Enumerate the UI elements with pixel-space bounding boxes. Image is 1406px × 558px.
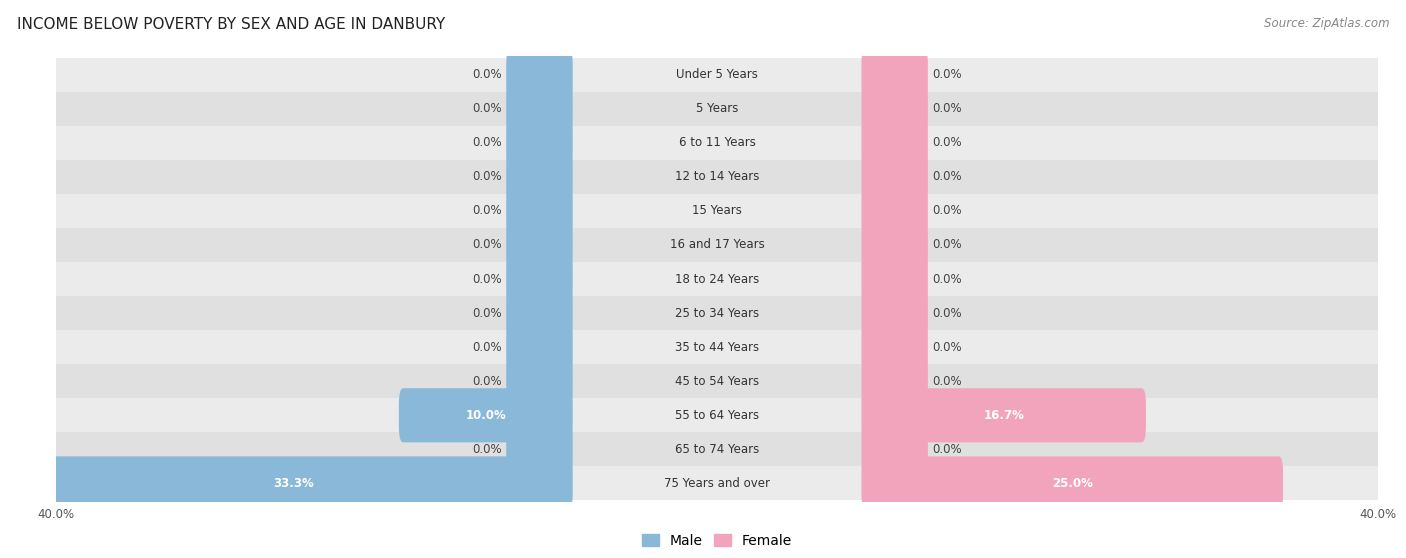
Text: 0.0%: 0.0% xyxy=(932,136,962,149)
FancyBboxPatch shape xyxy=(862,47,928,102)
FancyBboxPatch shape xyxy=(862,81,928,136)
FancyBboxPatch shape xyxy=(862,218,928,272)
Text: 0.0%: 0.0% xyxy=(932,306,962,320)
FancyBboxPatch shape xyxy=(862,354,928,408)
Text: 25.0%: 25.0% xyxy=(1052,477,1092,490)
Text: 16 and 17 Years: 16 and 17 Years xyxy=(669,238,765,252)
FancyBboxPatch shape xyxy=(506,422,572,477)
Text: 25 to 34 Years: 25 to 34 Years xyxy=(675,306,759,320)
FancyBboxPatch shape xyxy=(862,252,928,306)
Text: 65 to 74 Years: 65 to 74 Years xyxy=(675,443,759,456)
Text: 5 Years: 5 Years xyxy=(696,102,738,115)
Bar xyxy=(56,262,1378,296)
Text: 0.0%: 0.0% xyxy=(472,340,502,354)
Text: 0.0%: 0.0% xyxy=(932,340,962,354)
Text: 0.0%: 0.0% xyxy=(472,238,502,252)
FancyBboxPatch shape xyxy=(14,456,572,511)
FancyBboxPatch shape xyxy=(862,388,1146,442)
Bar xyxy=(56,296,1378,330)
Text: 0.0%: 0.0% xyxy=(932,238,962,252)
Text: 35 to 44 Years: 35 to 44 Years xyxy=(675,340,759,354)
Text: Source: ZipAtlas.com: Source: ZipAtlas.com xyxy=(1264,17,1389,30)
FancyBboxPatch shape xyxy=(862,286,928,340)
Text: 0.0%: 0.0% xyxy=(932,68,962,81)
Bar xyxy=(56,364,1378,398)
Text: 0.0%: 0.0% xyxy=(472,170,502,183)
FancyBboxPatch shape xyxy=(862,150,928,204)
FancyBboxPatch shape xyxy=(399,388,572,442)
Bar xyxy=(56,126,1378,160)
Text: 18 to 24 Years: 18 to 24 Years xyxy=(675,272,759,286)
Text: 0.0%: 0.0% xyxy=(472,102,502,115)
Text: 55 to 64 Years: 55 to 64 Years xyxy=(675,409,759,422)
Bar xyxy=(56,92,1378,126)
Bar xyxy=(56,432,1378,466)
FancyBboxPatch shape xyxy=(506,286,572,340)
FancyBboxPatch shape xyxy=(506,218,572,272)
Text: 0.0%: 0.0% xyxy=(932,375,962,388)
Text: 0.0%: 0.0% xyxy=(472,136,502,149)
FancyBboxPatch shape xyxy=(506,81,572,136)
FancyBboxPatch shape xyxy=(862,184,928,238)
Text: 12 to 14 Years: 12 to 14 Years xyxy=(675,170,759,183)
FancyBboxPatch shape xyxy=(506,150,572,204)
Text: 0.0%: 0.0% xyxy=(932,170,962,183)
FancyBboxPatch shape xyxy=(862,422,928,477)
Bar xyxy=(56,466,1378,501)
Bar xyxy=(56,228,1378,262)
Bar xyxy=(56,57,1378,92)
Text: 0.0%: 0.0% xyxy=(472,204,502,218)
Legend: Male, Female: Male, Female xyxy=(637,528,797,554)
Text: 33.3%: 33.3% xyxy=(273,477,314,490)
FancyBboxPatch shape xyxy=(862,116,928,170)
Text: 6 to 11 Years: 6 to 11 Years xyxy=(679,136,755,149)
FancyBboxPatch shape xyxy=(506,184,572,238)
Bar xyxy=(56,330,1378,364)
FancyBboxPatch shape xyxy=(862,320,928,374)
FancyBboxPatch shape xyxy=(506,47,572,102)
Text: INCOME BELOW POVERTY BY SEX AND AGE IN DANBURY: INCOME BELOW POVERTY BY SEX AND AGE IN D… xyxy=(17,17,446,32)
FancyBboxPatch shape xyxy=(862,456,1284,511)
Text: 75 Years and over: 75 Years and over xyxy=(664,477,770,490)
Text: 0.0%: 0.0% xyxy=(932,102,962,115)
Text: 0.0%: 0.0% xyxy=(932,443,962,456)
FancyBboxPatch shape xyxy=(506,116,572,170)
FancyBboxPatch shape xyxy=(506,354,572,408)
Text: 0.0%: 0.0% xyxy=(472,272,502,286)
Text: 0.0%: 0.0% xyxy=(472,375,502,388)
Text: 45 to 54 Years: 45 to 54 Years xyxy=(675,375,759,388)
Bar xyxy=(56,194,1378,228)
Text: 16.7%: 16.7% xyxy=(983,409,1024,422)
FancyBboxPatch shape xyxy=(506,320,572,374)
Text: 10.0%: 10.0% xyxy=(465,409,506,422)
Text: 0.0%: 0.0% xyxy=(472,443,502,456)
Text: 0.0%: 0.0% xyxy=(932,204,962,218)
Text: 0.0%: 0.0% xyxy=(472,306,502,320)
Text: 0.0%: 0.0% xyxy=(472,68,502,81)
Text: 15 Years: 15 Years xyxy=(692,204,742,218)
Text: 0.0%: 0.0% xyxy=(932,272,962,286)
Bar xyxy=(56,160,1378,194)
FancyBboxPatch shape xyxy=(506,252,572,306)
Bar xyxy=(56,398,1378,432)
Text: Under 5 Years: Under 5 Years xyxy=(676,68,758,81)
